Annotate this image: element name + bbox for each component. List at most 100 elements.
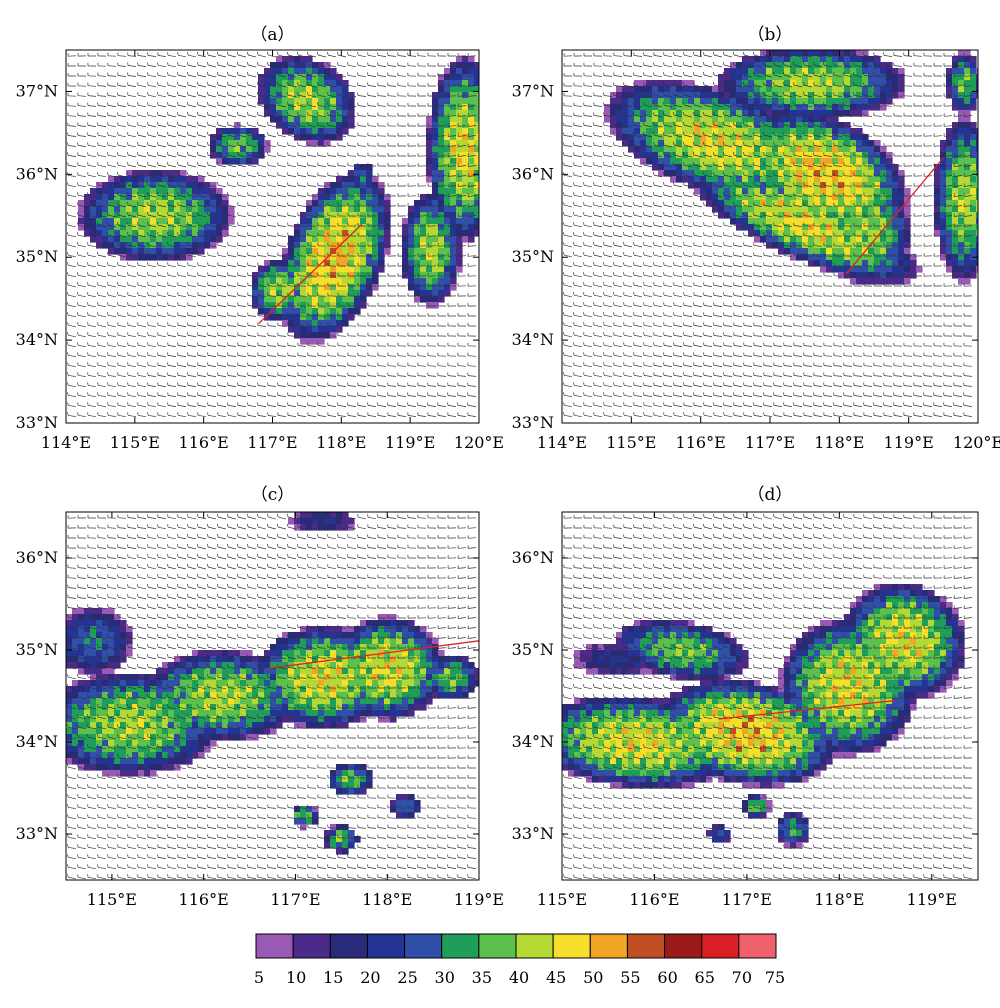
echo-pixel (862, 242, 869, 249)
echo-pixel (886, 236, 893, 243)
wind-barb (297, 61, 306, 68)
echo-pixel (694, 158, 701, 165)
wind-barb (257, 332, 267, 337)
echo-pixel (366, 236, 373, 243)
echo-pixel (892, 170, 899, 177)
wind-barb (407, 322, 417, 327)
wind-barb (407, 173, 417, 177)
echo-pixel (462, 74, 469, 81)
echo-pixel (204, 200, 211, 207)
wind-barb (127, 372, 136, 378)
echo-pixel (222, 194, 229, 201)
echo-pixel (348, 188, 355, 195)
echo-pixel (610, 116, 617, 123)
echo-pixel (372, 248, 379, 255)
echo-pixel (838, 236, 845, 243)
wind-barb (237, 222, 246, 228)
echo-pixel (384, 230, 391, 237)
echo-pixel (228, 146, 235, 153)
wind-barb (863, 112, 873, 117)
echo-pixel (874, 158, 881, 165)
echo-pixel (778, 92, 785, 99)
echo-pixel (282, 296, 289, 303)
wind-barb (613, 82, 623, 87)
echo-pixel (78, 206, 85, 213)
echo-pixel (748, 146, 755, 153)
echo-pixel (462, 164, 469, 171)
echo-pixel (796, 62, 803, 69)
echo-pixel (408, 260, 415, 267)
echo-pixel (850, 242, 857, 249)
echo-pixel (760, 86, 767, 93)
echo-pixel (282, 308, 289, 315)
echo-pixel (832, 74, 839, 81)
wind-barb (107, 222, 116, 228)
echo-pixel (228, 128, 235, 135)
wind-barb (237, 162, 246, 168)
wind-barb (843, 62, 852, 68)
echo-pixel (462, 56, 469, 63)
wind-barb (893, 92, 903, 97)
wind-barb (287, 382, 297, 387)
echo-pixel (772, 128, 779, 135)
echo-pixel (784, 134, 791, 141)
echo-pixel (718, 194, 725, 201)
wind-barb (427, 382, 437, 387)
echo-pixel (682, 128, 689, 135)
wind-barb (457, 332, 467, 337)
echo-pixel (826, 224, 833, 231)
echo-pixel (880, 80, 887, 87)
wind-barb (317, 342, 327, 347)
echo-pixel (832, 134, 839, 141)
wind-barb (67, 302, 76, 308)
echo-pixel (892, 224, 899, 231)
wind-barb (457, 153, 467, 157)
wind-barb (387, 312, 397, 317)
echo-pixel (646, 92, 653, 99)
wind-barb (317, 332, 327, 337)
echo-pixel (300, 98, 307, 105)
echo-pixel (438, 200, 445, 207)
echo-pixel (210, 140, 217, 147)
wind-barb (327, 82, 336, 88)
wind-barb (297, 302, 307, 307)
echo-pixel (808, 68, 815, 75)
wind-barb (683, 121, 692, 128)
echo-pixel (282, 260, 289, 267)
echo-pixel (730, 206, 737, 213)
echo-pixel (970, 212, 977, 219)
echo-pixel (820, 152, 827, 159)
echo-pixel (414, 224, 421, 231)
wind-barb (387, 92, 397, 97)
wind-barb (743, 142, 752, 148)
echo-pixel (180, 230, 187, 237)
echo-pixel (796, 194, 803, 201)
wind-barb (467, 123, 477, 127)
echo-pixel (814, 152, 821, 159)
echo-pixel (288, 104, 295, 111)
wind-barb (763, 61, 772, 68)
echo-pixel (318, 86, 325, 93)
echo-pixel (850, 104, 857, 111)
echo-pixel (814, 158, 821, 165)
echo-pixel (718, 104, 725, 111)
wind-barb (287, 212, 297, 217)
echo-pixel (886, 170, 893, 177)
wind-barb (77, 242, 86, 248)
wind-barb (97, 242, 106, 248)
echo-pixel (372, 182, 379, 189)
echo-pixel (444, 212, 451, 219)
echo-pixel (826, 260, 833, 267)
wind-barb (603, 52, 613, 57)
wind-barb (97, 52, 107, 57)
wind-barb (347, 272, 357, 277)
wind-barb (823, 152, 833, 157)
echo-pixel (270, 260, 277, 267)
wind-barb (117, 402, 126, 408)
wind-barb (893, 163, 903, 167)
wind-barb (923, 93, 932, 97)
echo-pixel (438, 182, 445, 189)
wind-barb (803, 72, 812, 78)
echo-pixel (240, 128, 247, 135)
echo-pixel (306, 314, 313, 321)
